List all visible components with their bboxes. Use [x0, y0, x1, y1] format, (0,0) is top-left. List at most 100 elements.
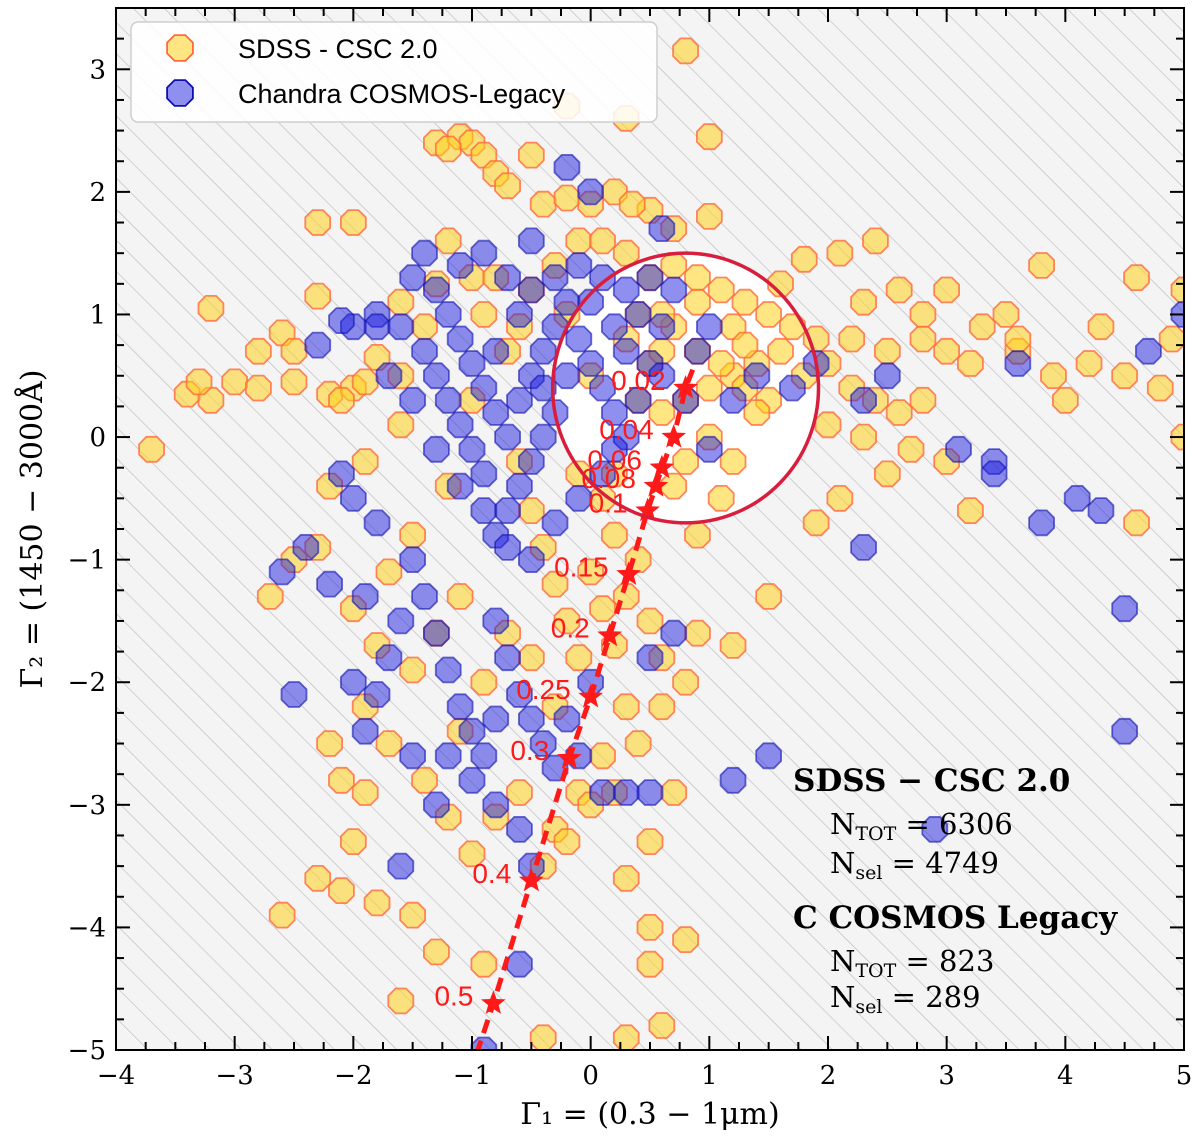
cosmos-point [470, 239, 498, 267]
sdss-point [387, 288, 415, 316]
cosmos-point [434, 386, 462, 414]
cosmos-point [589, 460, 616, 488]
cosmos-point [624, 386, 652, 414]
x-tick-label: 5 [1176, 1061, 1193, 1091]
sdss-point [280, 337, 308, 365]
x-tick-label: −2 [334, 1061, 372, 1091]
sdss-point [731, 288, 759, 316]
cosmos-point [470, 497, 498, 524]
sdss-point [387, 411, 415, 439]
cosmos-point [541, 264, 569, 292]
sdss-point [719, 448, 747, 475]
sdss-point [304, 282, 332, 310]
sdss-point [185, 368, 213, 396]
sdss-point [304, 865, 332, 892]
cosmos-point [411, 337, 438, 365]
cosmos-point [494, 534, 521, 561]
cosmos-point [577, 288, 604, 316]
sdss-point [553, 607, 581, 635]
cosmos-point [422, 276, 450, 304]
cosmos-point [636, 264, 664, 292]
sdss-point [351, 448, 379, 475]
x-axis-label: Γ₁ = (0.3 − 1μm) [520, 1097, 779, 1132]
cosmos-point [541, 313, 569, 341]
sdss-point [529, 190, 557, 218]
cosmos-point [458, 766, 486, 794]
sdss-point [897, 435, 925, 463]
y-tick-label: −2 [68, 668, 106, 698]
sdss-point [707, 484, 735, 512]
sdss-point [256, 583, 284, 610]
cosmos-point [648, 215, 676, 243]
track-star [481, 990, 506, 1014]
cosmos-point [684, 337, 711, 365]
cosmos-point [648, 313, 676, 341]
cosmos-point [577, 350, 604, 377]
sdss-point [518, 497, 545, 524]
cosmos-point [280, 681, 308, 708]
sdss-point [577, 558, 604, 586]
cosmos-point [446, 325, 474, 353]
cosmos-point [375, 362, 403, 390]
sdss-point [506, 779, 533, 806]
cosmos-point [446, 411, 474, 439]
track-star [649, 454, 675, 479]
sdss-point [885, 399, 913, 426]
y-tick-label: 1 [89, 300, 106, 330]
cosmos-point [553, 288, 581, 316]
cosmos-point [387, 852, 415, 880]
cosmos-point [696, 313, 723, 341]
sdss-point [446, 583, 474, 610]
cosmos-point [719, 386, 747, 414]
cosmos-point [529, 730, 557, 757]
cosmos-point [446, 252, 474, 279]
cosmos-point [518, 227, 545, 255]
sdss-point [304, 209, 332, 236]
sdss-point [850, 423, 877, 451]
sdss-point [470, 950, 498, 978]
cosmos-point [363, 509, 391, 537]
cosmos-point [351, 583, 379, 610]
sdss-point [767, 337, 794, 365]
sdss-point [957, 350, 984, 377]
stats-title-sdss: SDSS − CSC 2.0 [793, 763, 1070, 799]
sdss-point [862, 227, 889, 255]
sdss-point [826, 239, 854, 267]
cosmos-point [518, 448, 545, 475]
stats-annotation-cosmos: C COSMOS Legacy NTOT = 823 Nsel = 289 [793, 900, 1118, 1018]
cosmos-point [541, 509, 569, 537]
sdss-point [411, 313, 438, 341]
sdss-point [399, 656, 427, 684]
cosmos-point [553, 153, 581, 181]
cosmos-point [506, 950, 533, 978]
sdss-point [1040, 362, 1067, 390]
sdss-point [351, 779, 379, 806]
cosmos-point [339, 484, 367, 512]
cosmos-point [458, 717, 486, 745]
sdss-point [648, 1012, 676, 1039]
sdss-point [494, 172, 521, 200]
sdss-point [672, 668, 699, 696]
sdss-point [636, 607, 664, 635]
cosmos-point [601, 435, 628, 463]
cosmos-point [1004, 350, 1032, 377]
sdss-point [826, 484, 854, 512]
cosmos-point [601, 399, 628, 426]
y-tick-label: 3 [89, 55, 106, 85]
sdss-point [874, 460, 901, 488]
stats-nsel-sdss: Nsel = 4749 [830, 846, 999, 884]
sdss-point [696, 202, 723, 230]
cosmos-point [850, 534, 877, 561]
cosmos-point [577, 178, 604, 206]
cosmos-point [921, 816, 949, 843]
track-star [556, 745, 582, 769]
legend-marker-cosmos [166, 79, 194, 107]
cosmos-point [779, 374, 806, 402]
sdss-point [1087, 313, 1115, 341]
sdss-point [553, 828, 581, 855]
sdss-point [553, 184, 581, 212]
cosmos-point [518, 276, 545, 304]
cosmos-point [565, 325, 593, 353]
cosmos-point [1087, 497, 1115, 524]
cosmos-point [482, 791, 510, 819]
